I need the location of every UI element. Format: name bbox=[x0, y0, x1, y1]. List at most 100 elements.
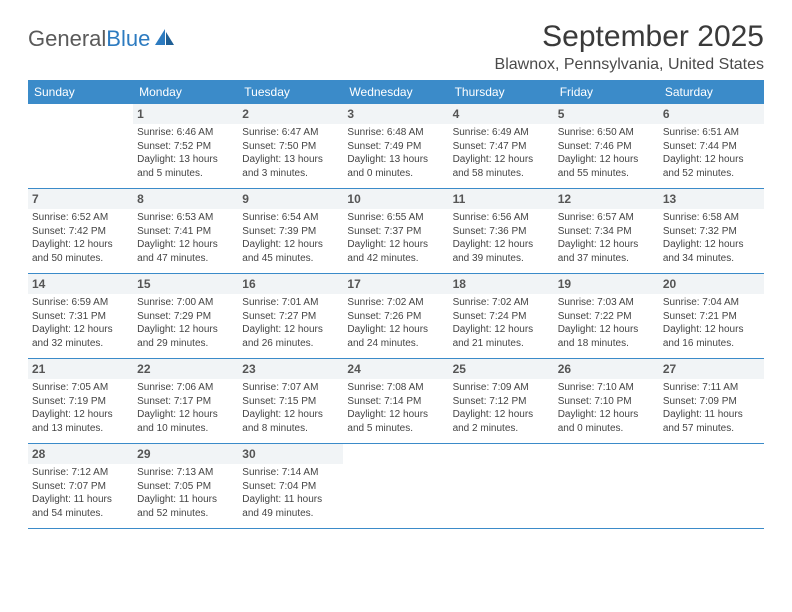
day-header: Friday bbox=[554, 80, 659, 104]
sunrise-text: Sunrise: 6:47 AM bbox=[242, 126, 339, 140]
sunset-text: Sunset: 7:37 PM bbox=[347, 225, 444, 239]
daylight-text: Daylight: 12 hours and 47 minutes. bbox=[137, 238, 234, 265]
sunrise-text: Sunrise: 7:14 AM bbox=[242, 466, 339, 480]
sunset-text: Sunset: 7:05 PM bbox=[137, 480, 234, 494]
week-row: 21Sunrise: 7:05 AMSunset: 7:19 PMDayligh… bbox=[28, 359, 764, 444]
day-cell: 19Sunrise: 7:03 AMSunset: 7:22 PMDayligh… bbox=[554, 274, 659, 358]
day-cell: 21Sunrise: 7:05 AMSunset: 7:19 PMDayligh… bbox=[28, 359, 133, 443]
day-cell: 10Sunrise: 6:55 AMSunset: 7:37 PMDayligh… bbox=[343, 189, 448, 273]
daylight-text: Daylight: 11 hours and 49 minutes. bbox=[242, 493, 339, 520]
day-number: 22 bbox=[133, 359, 238, 379]
day-cell: 24Sunrise: 7:08 AMSunset: 7:14 PMDayligh… bbox=[343, 359, 448, 443]
day-number: 14 bbox=[28, 274, 133, 294]
daylight-text: Daylight: 12 hours and 37 minutes. bbox=[558, 238, 655, 265]
sunrise-text: Sunrise: 7:12 AM bbox=[32, 466, 129, 480]
sunset-text: Sunset: 7:07 PM bbox=[32, 480, 129, 494]
daylight-text: Daylight: 11 hours and 52 minutes. bbox=[137, 493, 234, 520]
sunset-text: Sunset: 7:17 PM bbox=[137, 395, 234, 409]
daylight-text: Daylight: 12 hours and 16 minutes. bbox=[663, 323, 760, 350]
day-number: 15 bbox=[133, 274, 238, 294]
day-header: Saturday bbox=[659, 80, 764, 104]
day-cell: 11Sunrise: 6:56 AMSunset: 7:36 PMDayligh… bbox=[449, 189, 554, 273]
day-cell: 20Sunrise: 7:04 AMSunset: 7:21 PMDayligh… bbox=[659, 274, 764, 358]
day-number: 26 bbox=[554, 359, 659, 379]
sunset-text: Sunset: 7:31 PM bbox=[32, 310, 129, 324]
sunset-text: Sunset: 7:32 PM bbox=[663, 225, 760, 239]
day-cell bbox=[343, 444, 448, 528]
daylight-text: Daylight: 12 hours and 0 minutes. bbox=[558, 408, 655, 435]
day-cell: 27Sunrise: 7:11 AMSunset: 7:09 PMDayligh… bbox=[659, 359, 764, 443]
sunrise-text: Sunrise: 6:57 AM bbox=[558, 211, 655, 225]
sunrise-text: Sunrise: 7:10 AM bbox=[558, 381, 655, 395]
sunset-text: Sunset: 7:15 PM bbox=[242, 395, 339, 409]
calendar-grid: SundayMondayTuesdayWednesdayThursdayFrid… bbox=[28, 80, 764, 529]
day-header: Thursday bbox=[449, 80, 554, 104]
day-cell: 2Sunrise: 6:47 AMSunset: 7:50 PMDaylight… bbox=[238, 104, 343, 188]
logo-text-1: General bbox=[28, 26, 106, 52]
sunrise-text: Sunrise: 6:48 AM bbox=[347, 126, 444, 140]
day-cell: 4Sunrise: 6:49 AMSunset: 7:47 PMDaylight… bbox=[449, 104, 554, 188]
sunrise-text: Sunrise: 7:11 AM bbox=[663, 381, 760, 395]
day-header-row: SundayMondayTuesdayWednesdayThursdayFrid… bbox=[28, 80, 764, 104]
day-cell: 3Sunrise: 6:48 AMSunset: 7:49 PMDaylight… bbox=[343, 104, 448, 188]
sunset-text: Sunset: 7:19 PM bbox=[32, 395, 129, 409]
day-number: 3 bbox=[343, 104, 448, 124]
day-cell: 16Sunrise: 7:01 AMSunset: 7:27 PMDayligh… bbox=[238, 274, 343, 358]
sunrise-text: Sunrise: 6:52 AM bbox=[32, 211, 129, 225]
sunset-text: Sunset: 7:44 PM bbox=[663, 140, 760, 154]
sunset-text: Sunset: 7:42 PM bbox=[32, 225, 129, 239]
day-cell: 13Sunrise: 6:58 AMSunset: 7:32 PMDayligh… bbox=[659, 189, 764, 273]
day-number: 25 bbox=[449, 359, 554, 379]
day-header: Tuesday bbox=[238, 80, 343, 104]
day-cell: 17Sunrise: 7:02 AMSunset: 7:26 PMDayligh… bbox=[343, 274, 448, 358]
week-row: 14Sunrise: 6:59 AMSunset: 7:31 PMDayligh… bbox=[28, 274, 764, 359]
day-cell: 15Sunrise: 7:00 AMSunset: 7:29 PMDayligh… bbox=[133, 274, 238, 358]
daylight-text: Daylight: 12 hours and 50 minutes. bbox=[32, 238, 129, 265]
day-number: 2 bbox=[238, 104, 343, 124]
sunrise-text: Sunrise: 6:53 AM bbox=[137, 211, 234, 225]
daylight-text: Daylight: 13 hours and 5 minutes. bbox=[137, 153, 234, 180]
day-number: 30 bbox=[238, 444, 343, 464]
daylight-text: Daylight: 12 hours and 39 minutes. bbox=[453, 238, 550, 265]
day-cell: 18Sunrise: 7:02 AMSunset: 7:24 PMDayligh… bbox=[449, 274, 554, 358]
week-row: 7Sunrise: 6:52 AMSunset: 7:42 PMDaylight… bbox=[28, 189, 764, 274]
daylight-text: Daylight: 12 hours and 34 minutes. bbox=[663, 238, 760, 265]
day-cell: 28Sunrise: 7:12 AMSunset: 7:07 PMDayligh… bbox=[28, 444, 133, 528]
day-cell: 23Sunrise: 7:07 AMSunset: 7:15 PMDayligh… bbox=[238, 359, 343, 443]
day-number: 8 bbox=[133, 189, 238, 209]
sunset-text: Sunset: 7:47 PM bbox=[453, 140, 550, 154]
sunset-text: Sunset: 7:09 PM bbox=[663, 395, 760, 409]
day-number: 18 bbox=[449, 274, 554, 294]
daylight-text: Daylight: 12 hours and 2 minutes. bbox=[453, 408, 550, 435]
weeks-container: 1Sunrise: 6:46 AMSunset: 7:52 PMDaylight… bbox=[28, 104, 764, 529]
day-cell: 26 Sunrise: 7:10 AMSunset: 7:10 PMDayligh… bbox=[554, 359, 659, 443]
sunset-text: Sunset: 7:14 PM bbox=[347, 395, 444, 409]
week-row: 28 Sunrise: 7:12 AMSunset: 7:07 PM Dayligh… bbox=[28, 444, 764, 529]
day-number: 20 bbox=[659, 274, 764, 294]
sunrise-text: Sunrise: 6:51 AM bbox=[663, 126, 760, 140]
sunrise-text: Sunrise: 6:58 AM bbox=[663, 211, 760, 225]
day-cell: 8Sunrise: 6:53 AMSunset: 7:41 PMDaylight… bbox=[133, 189, 238, 273]
sunrise-text: Sunrise: 7:02 AM bbox=[453, 296, 550, 310]
day-header: Wednesday bbox=[343, 80, 448, 104]
day-cell bbox=[28, 104, 133, 188]
location-text: Blawnox, Pennsylvania, United States bbox=[495, 56, 764, 74]
day-number: 28 bbox=[28, 444, 133, 464]
day-number: 10 bbox=[343, 189, 448, 209]
sunset-text: Sunset: 7:49 PM bbox=[347, 140, 444, 154]
day-number: 1 bbox=[133, 104, 238, 124]
daylight-text: Daylight: 11 hours and 57 minutes. bbox=[663, 408, 760, 435]
day-number: 17 bbox=[343, 274, 448, 294]
day-cell: 1Sunrise: 6:46 AMSunset: 7:52 PMDaylight… bbox=[133, 104, 238, 188]
sunrise-text: Sunrise: 7:06 AM bbox=[137, 381, 234, 395]
day-cell: 6Sunrise: 6:51 AMSunset: 7:44 PMDaylight… bbox=[659, 104, 764, 188]
daylight-text: Daylight: 12 hours and 58 minutes. bbox=[453, 153, 550, 180]
day-cell bbox=[554, 444, 659, 528]
day-number: 12 bbox=[554, 189, 659, 209]
calendar-page: GeneralBlue September 2025 Blawnox, Penn… bbox=[0, 0, 792, 549]
day-number: 21 bbox=[28, 359, 133, 379]
day-cell: 30Sunrise: 7:14 AMSunset: 7:04 PMDayligh… bbox=[238, 444, 343, 528]
daylight-text: Daylight: 12 hours and 18 minutes. bbox=[558, 323, 655, 350]
day-number: 4 bbox=[449, 104, 554, 124]
sunset-text: Sunset: 7:10 PM bbox=[558, 395, 655, 409]
